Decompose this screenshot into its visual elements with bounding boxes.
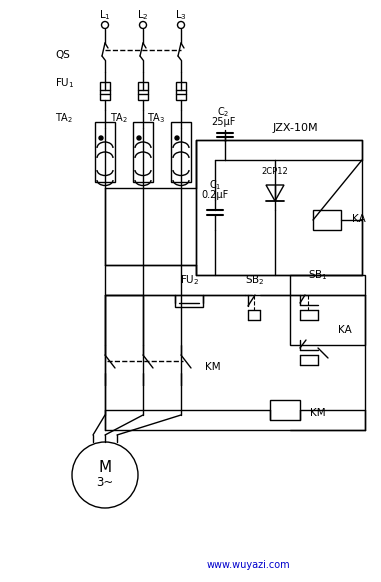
Bar: [196, 140, 362, 275]
Circle shape: [175, 136, 179, 140]
Text: KM: KM: [205, 362, 221, 372]
Text: TA$_3$: TA$_3$: [147, 111, 165, 125]
Text: KA: KA: [352, 214, 366, 224]
Bar: [100, 82, 110, 100]
Bar: [176, 82, 186, 100]
Bar: [133, 122, 153, 182]
Text: www.wuyazi.com: www.wuyazi.com: [206, 560, 290, 570]
Circle shape: [137, 136, 141, 140]
Text: 2CP12: 2CP12: [262, 168, 288, 176]
Text: M: M: [98, 460, 112, 474]
Bar: [290, 275, 365, 345]
Text: 25μF: 25μF: [211, 117, 235, 127]
Text: KM: KM: [310, 408, 326, 418]
Text: 0.2μF: 0.2μF: [202, 190, 229, 200]
Text: FU$_2$: FU$_2$: [180, 273, 200, 287]
Bar: [95, 122, 115, 182]
Text: L$_1$: L$_1$: [99, 8, 111, 22]
Text: C$_1$: C$_1$: [209, 178, 221, 192]
Circle shape: [99, 136, 103, 140]
Text: L$_2$: L$_2$: [137, 8, 149, 22]
Bar: [175, 295, 203, 307]
Bar: [270, 400, 300, 420]
Bar: [138, 82, 148, 100]
Text: SB$_1$: SB$_1$: [308, 268, 328, 282]
Text: C$_2$: C$_2$: [217, 105, 229, 119]
Text: KA: KA: [338, 325, 352, 335]
Text: SB$_2$: SB$_2$: [245, 273, 265, 287]
Text: FU$_1$: FU$_1$: [55, 76, 75, 90]
Text: JZX-10M: JZX-10M: [272, 123, 318, 133]
Text: 3~: 3~: [96, 477, 114, 489]
Text: TA$_2$: TA$_2$: [110, 111, 128, 125]
Bar: [313, 210, 341, 230]
Text: TA$_2$: TA$_2$: [55, 111, 73, 125]
Text: L$_3$: L$_3$: [175, 8, 187, 22]
Bar: [171, 122, 191, 182]
Text: QS: QS: [55, 50, 70, 60]
